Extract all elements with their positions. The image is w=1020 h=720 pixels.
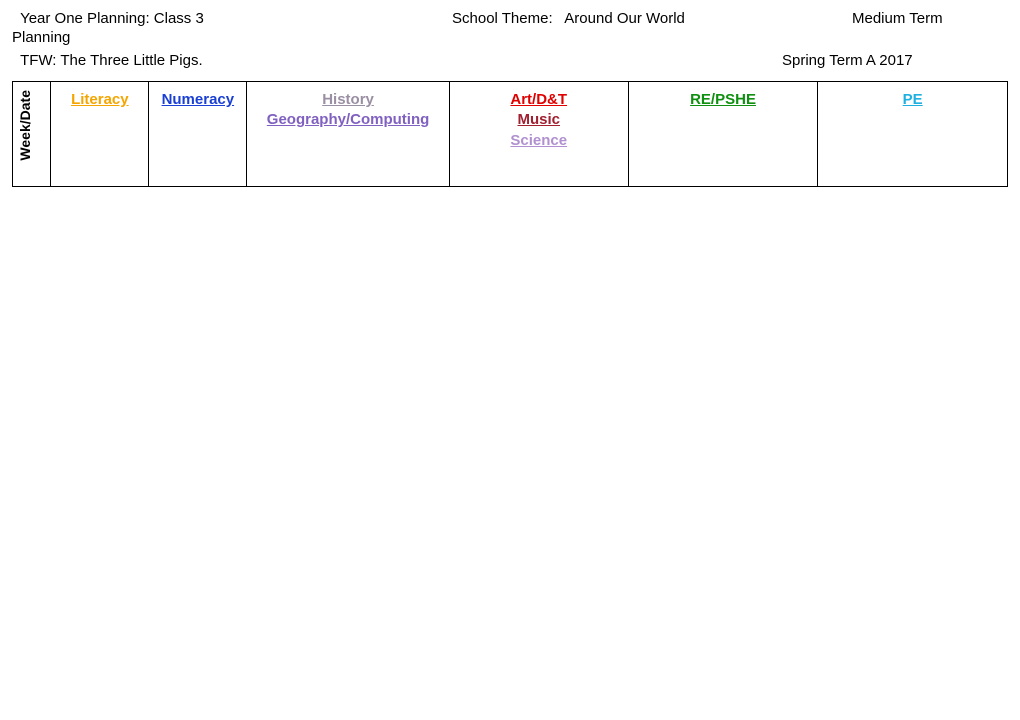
header-line-1b: Planning <box>12 29 1008 46</box>
header-line-2: TFW: The Three Little Pigs. Spring Term … <box>12 52 1008 69</box>
subject-numeracy: Numeracy <box>153 90 242 110</box>
subject-literacy: Literacy <box>55 90 144 110</box>
subject-re-pshe: RE/PSHE <box>633 90 814 110</box>
column-header-re: RE/PSHE <box>628 82 818 187</box>
column-header-pe: PE <box>818 82 1008 187</box>
column-header-history: History Geography/Computing <box>247 82 449 187</box>
header-term: Spring Term A 2017 <box>782 52 913 69</box>
header-theme: School Theme: Around Our World <box>452 10 852 27</box>
row-header-label: Week/Date <box>17 90 33 161</box>
header-line-1: Year One Planning: Class 3 School Theme:… <box>12 10 1008 27</box>
column-header-art: Art/D&T Music Science <box>449 82 628 187</box>
planning-table: Week/Date Literacy Numeracy History Geog… <box>12 81 1008 187</box>
column-header-literacy: Literacy <box>51 82 149 187</box>
column-header-numeracy: Numeracy <box>149 82 247 187</box>
subject-science: Science <box>454 131 624 151</box>
header-planning: Year One Planning: Class 3 <box>12 10 452 27</box>
header-medium-term: Medium Term <box>852 10 943 27</box>
subject-pe: PE <box>822 90 1003 110</box>
header-planning-cont: Planning <box>12 29 70 46</box>
subject-geography-computing: Geography/Computing <box>251 110 444 130</box>
subject-music: Music <box>454 110 624 130</box>
row-header-week-date: Week/Date <box>13 82 51 187</box>
header-tfw: TFW: The Three Little Pigs. <box>12 52 782 69</box>
subject-history: History <box>251 90 444 110</box>
table-header-row: Week/Date Literacy Numeracy History Geog… <box>13 82 1008 187</box>
subject-art-dt: Art/D&T <box>454 90 624 110</box>
